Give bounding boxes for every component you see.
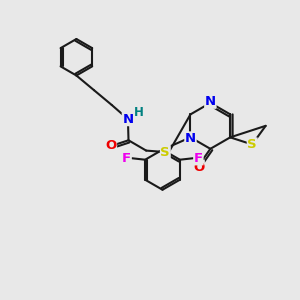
Text: N: N xyxy=(122,112,134,126)
Text: S: S xyxy=(160,146,170,159)
Text: O: O xyxy=(105,139,116,152)
Text: F: F xyxy=(194,152,203,165)
Text: H: H xyxy=(134,106,144,119)
Text: O: O xyxy=(193,160,204,174)
Text: N: N xyxy=(185,132,196,145)
Text: N: N xyxy=(205,95,216,108)
Text: F: F xyxy=(122,152,131,165)
Text: S: S xyxy=(248,138,257,151)
